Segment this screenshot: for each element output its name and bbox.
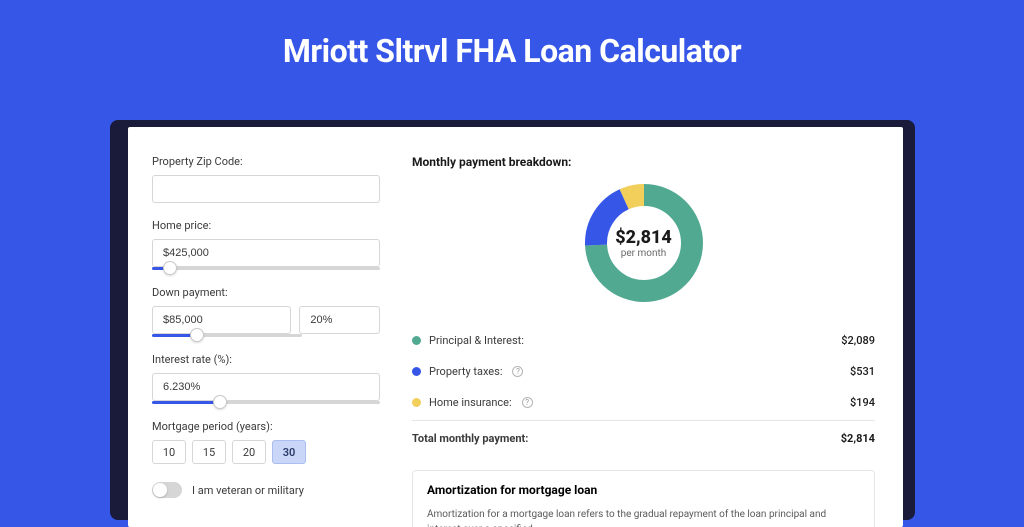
legend-row-insurance: Home insurance: ? $194 <box>412 387 875 418</box>
legend-value: $2,089 <box>841 334 875 347</box>
donut-chart-wrap: $2,814 per month <box>412 183 875 303</box>
interest-slider[interactable] <box>152 401 380 404</box>
legend-label: Principal & Interest: <box>429 334 524 347</box>
total-label: Total monthly payment: <box>412 432 528 445</box>
home-price-field: Home price: <box>152 219 380 270</box>
veteran-toggle[interactable] <box>152 482 182 498</box>
amortization-section: Amortization for mortgage loan Amortizat… <box>412 470 875 527</box>
period-option-10[interactable]: 10 <box>152 440 186 464</box>
veteran-row: I am veteran or military <box>152 482 380 498</box>
legend-row-taxes: Property taxes: ? $531 <box>412 356 875 387</box>
down-payment-label: Down payment: <box>152 286 380 299</box>
inputs-column: Property Zip Code: Home price: Down paym… <box>128 127 400 527</box>
info-icon[interactable]: ? <box>522 397 533 408</box>
zip-label: Property Zip Code: <box>152 155 380 168</box>
info-icon[interactable]: ? <box>512 366 523 377</box>
legend-row-total: Total monthly payment: $2,814 <box>412 423 875 454</box>
home-price-slider[interactable] <box>152 267 380 270</box>
interest-label: Interest rate (%): <box>152 353 380 366</box>
legend-value: $194 <box>850 396 875 409</box>
period-option-20[interactable]: 20 <box>232 440 266 464</box>
dot-icon <box>412 336 421 345</box>
amortization-text: Amortization for a mortgage loan refers … <box>427 507 860 527</box>
period-option-15[interactable]: 15 <box>192 440 226 464</box>
down-payment-field: Down payment: <box>152 286 380 337</box>
slider-thumb[interactable] <box>190 328 204 342</box>
period-field: Mortgage period (years): 10 15 20 30 <box>152 420 380 464</box>
payment-donut-chart: $2,814 per month <box>584 183 704 303</box>
home-price-input[interactable] <box>152 239 380 267</box>
page-title: Mriott Sltrvl FHA Loan Calculator <box>0 0 1024 90</box>
legend-label: Home insurance: <box>429 396 512 409</box>
period-label: Mortgage period (years): <box>152 420 380 433</box>
down-payment-amount-input[interactable] <box>152 306 291 334</box>
legend-label: Property taxes: <box>429 365 502 378</box>
donut-center-sub: per month <box>615 248 672 259</box>
donut-center-amount: $2,814 <box>615 227 672 248</box>
zip-field: Property Zip Code: <box>152 155 380 203</box>
divider <box>412 420 875 421</box>
veteran-label: I am veteran or military <box>192 484 304 497</box>
breakdown-title: Monthly payment breakdown: <box>412 155 875 169</box>
dot-icon <box>412 398 421 407</box>
zip-input[interactable] <box>152 175 380 203</box>
home-price-label: Home price: <box>152 219 380 232</box>
period-options: 10 15 20 30 <box>152 440 380 464</box>
down-payment-slider[interactable] <box>152 334 302 337</box>
slider-thumb[interactable] <box>213 395 227 409</box>
slider-thumb[interactable] <box>163 261 177 275</box>
interest-input[interactable] <box>152 373 380 401</box>
calculator-panel: Property Zip Code: Home price: Down paym… <box>128 127 903 527</box>
period-option-30[interactable]: 30 <box>272 440 306 464</box>
interest-field: Interest rate (%): <box>152 353 380 404</box>
legend-value: $531 <box>850 365 875 378</box>
breakdown-column: Monthly payment breakdown: $2,814 per mo… <box>400 127 903 527</box>
total-value: $2,814 <box>841 432 875 445</box>
down-payment-percent-input[interactable] <box>299 306 380 334</box>
legend-row-principal: Principal & Interest: $2,089 <box>412 325 875 356</box>
toggle-knob <box>153 483 167 497</box>
dot-icon <box>412 367 421 376</box>
amortization-title: Amortization for mortgage loan <box>427 483 860 497</box>
